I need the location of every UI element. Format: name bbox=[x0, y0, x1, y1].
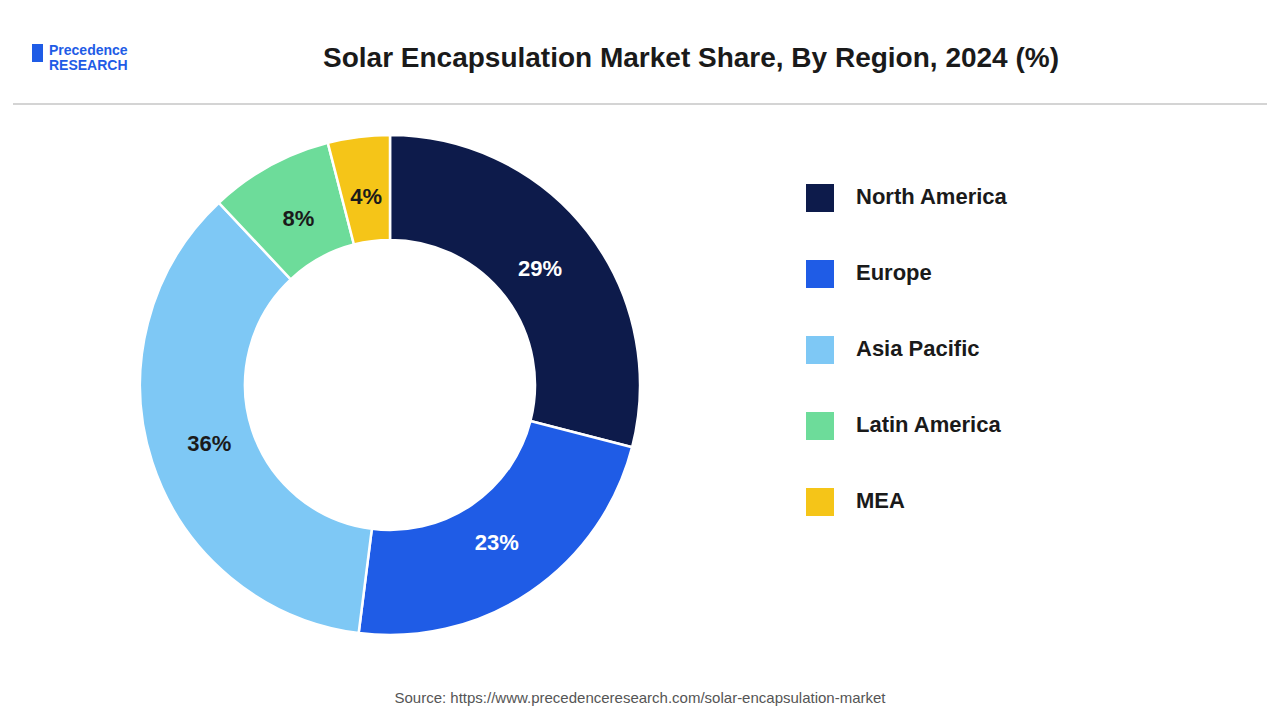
legend-label: Latin America bbox=[856, 412, 1001, 437]
slice bbox=[140, 203, 372, 633]
legend-swatch bbox=[806, 412, 834, 440]
chart-container: PrecedenceRESEARCH Solar Encapsulation Ma… bbox=[0, 0, 1280, 720]
background bbox=[0, 0, 1280, 720]
legend-swatch bbox=[806, 488, 834, 516]
legend-swatch bbox=[806, 336, 834, 364]
legend-label: MEA bbox=[856, 488, 905, 513]
data-label: 8% bbox=[283, 206, 315, 231]
slice bbox=[328, 135, 390, 245]
logo-text: Precedence bbox=[49, 42, 128, 58]
slices bbox=[140, 135, 640, 635]
data-label: 23% bbox=[475, 530, 519, 555]
separator bbox=[13, 103, 1267, 104]
legend: North America Europe Asia Pacific Latin Ame… bbox=[806, 184, 1008, 516]
legend-swatch bbox=[806, 184, 834, 212]
slice bbox=[359, 421, 632, 635]
logo-text: RESEARCH bbox=[49, 57, 128, 73]
chart: PrecedenceRESEARCH Solar Encapsulation Ma… bbox=[0, 0, 1280, 720]
legend-label: North America bbox=[856, 184, 1008, 209]
data-label: 4% bbox=[350, 184, 382, 209]
data-labels: 29% 23% 36% 8% 4% bbox=[187, 184, 562, 555]
slice bbox=[390, 135, 640, 447]
legend-swatch bbox=[806, 260, 834, 288]
source: Source: https://www.precedenceresearch.c… bbox=[394, 689, 886, 706]
data-label: 36% bbox=[187, 431, 231, 456]
legend-label: Europe bbox=[856, 260, 932, 285]
title: Solar Encapsulation Market Share, By Reg… bbox=[323, 42, 1059, 73]
data-label: 29% bbox=[518, 256, 562, 281]
legend-label: Asia Pacific bbox=[856, 336, 980, 361]
logo-mark bbox=[32, 44, 43, 62]
